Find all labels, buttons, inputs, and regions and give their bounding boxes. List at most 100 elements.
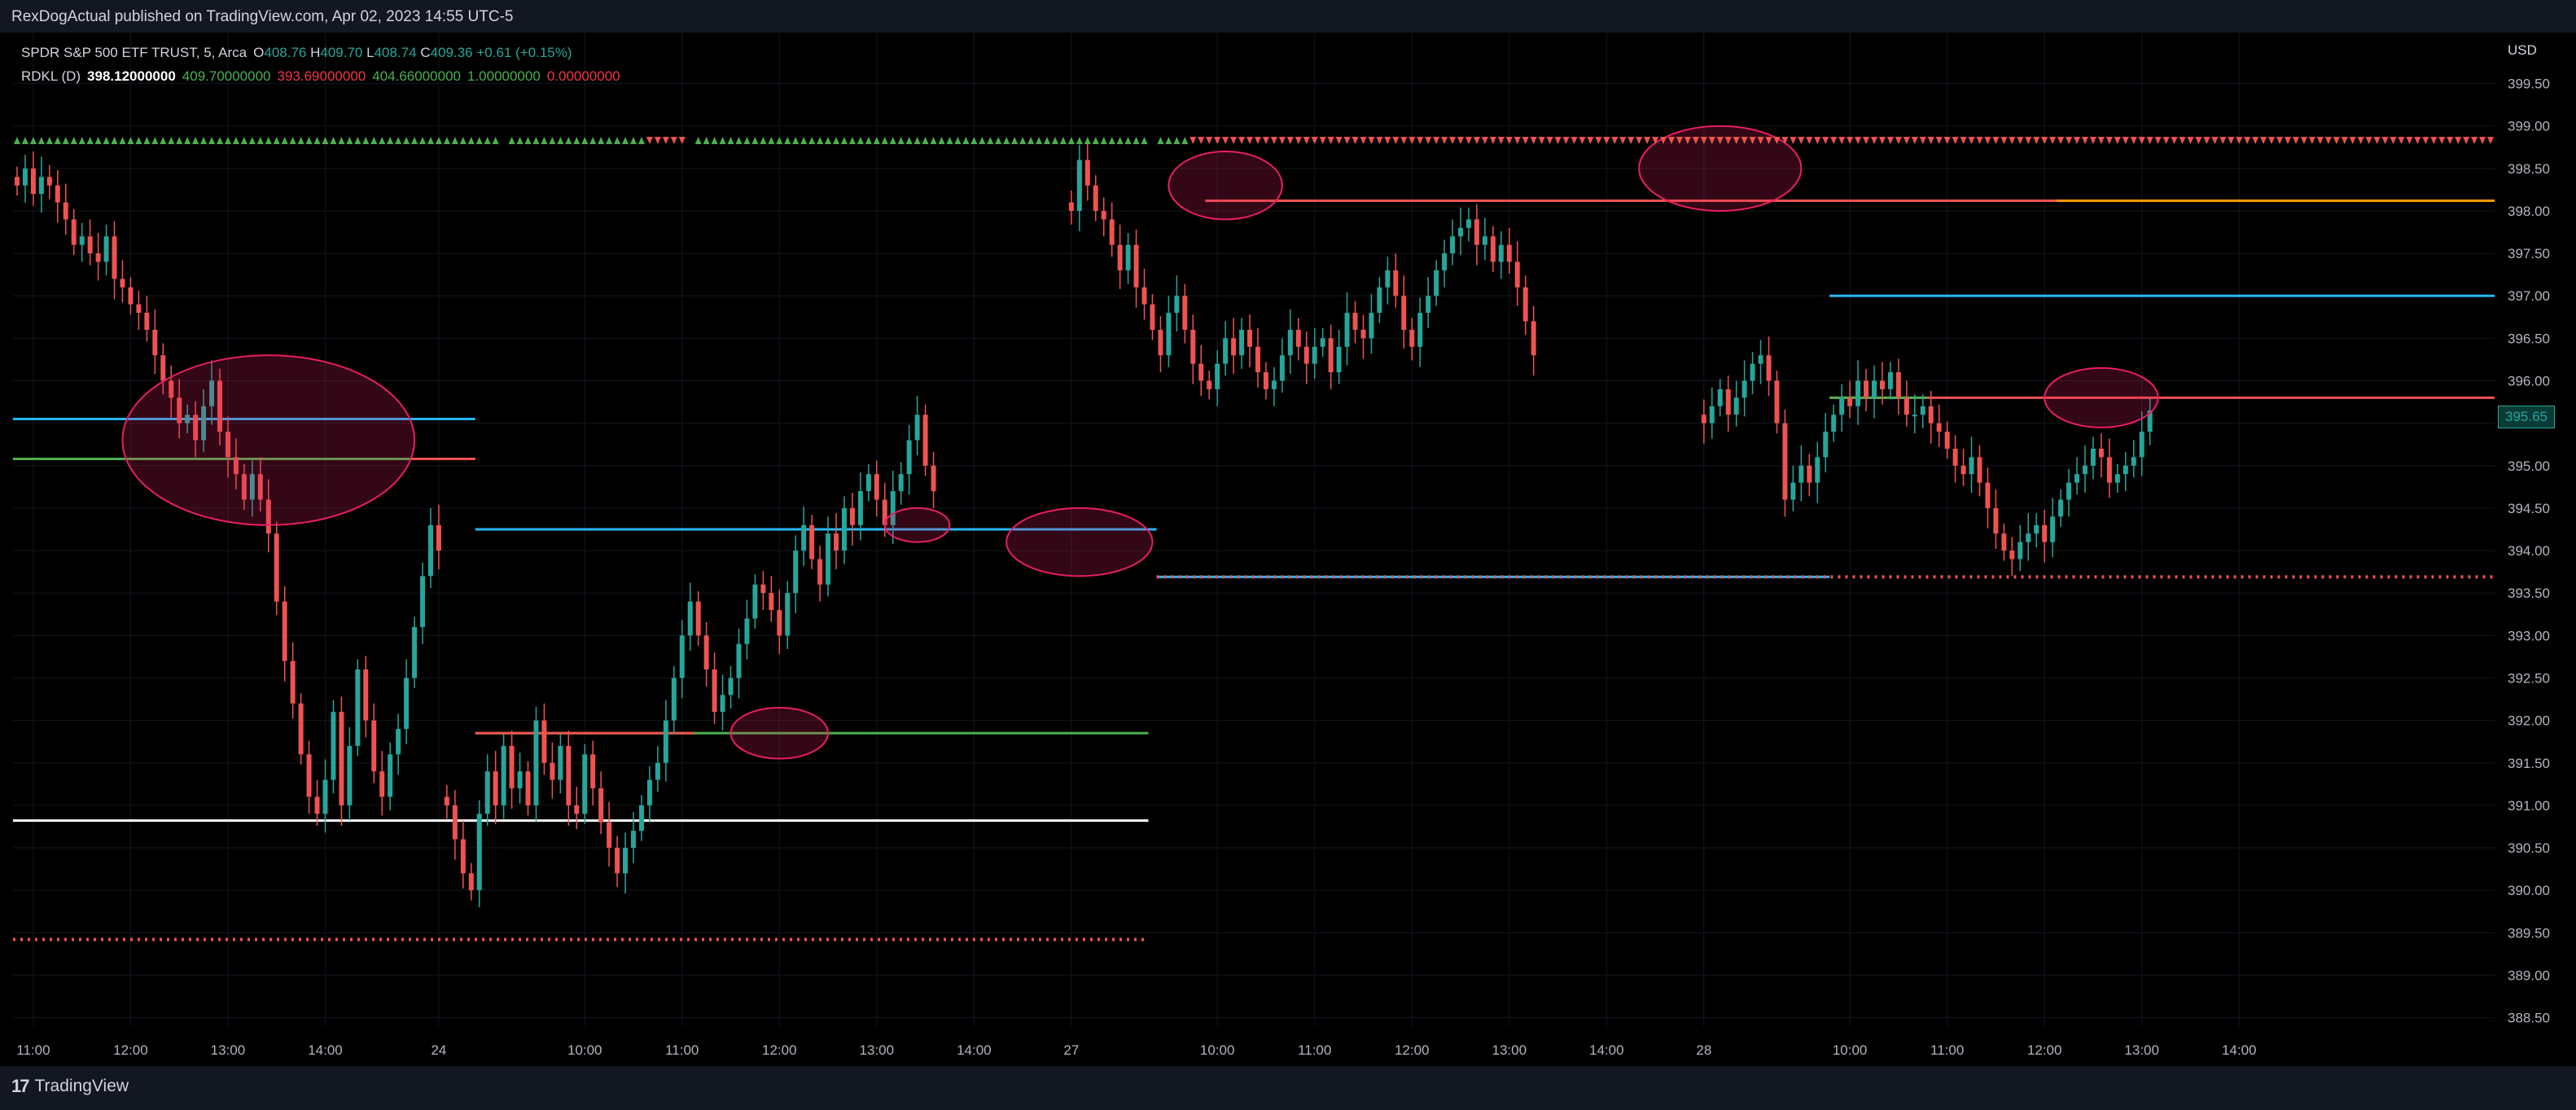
tradingview-logo[interactable]: 17 TradingView	[11, 1076, 129, 1097]
price-tick-label: 399.00	[2508, 119, 2550, 134]
indicator-name[interactable]: RDKL (D)	[21, 68, 81, 84]
down-arrow-marker	[2268, 137, 2276, 144]
up-arrow-marker	[1108, 137, 1115, 144]
candle-body	[1442, 253, 1448, 270]
candle-body	[801, 524, 807, 551]
down-arrow-marker	[1303, 137, 1310, 144]
down-arrow-marker	[1408, 137, 1416, 144]
up-arrow-marker	[516, 137, 524, 144]
down-arrow-marker	[1376, 137, 1383, 144]
up-arrow-marker	[1027, 137, 1035, 144]
candle-body	[1831, 415, 1837, 432]
down-arrow-marker	[1433, 137, 1440, 144]
down-arrow-marker	[1417, 137, 1424, 144]
candle-body	[128, 287, 134, 305]
candle-body	[1303, 346, 1309, 364]
up-arrow-marker	[168, 137, 175, 144]
candle-body	[1174, 296, 1180, 314]
candle-body	[679, 635, 685, 678]
time-tick-label: 14:00	[308, 1042, 343, 1058]
legend: SPDR S&P 500 ETF TRUST, 5, Arca O408.76 …	[21, 41, 620, 88]
price-tick-label: 394.50	[2508, 501, 2550, 516]
candle-body	[355, 669, 361, 746]
down-arrow-marker	[2105, 137, 2113, 144]
down-arrow-marker	[2228, 137, 2235, 144]
candle-body	[2066, 482, 2072, 500]
up-arrow-marker	[94, 137, 102, 144]
candle-body	[1401, 296, 1407, 330]
candle-body	[1287, 329, 1293, 356]
down-arrow-marker	[1352, 137, 1359, 144]
up-arrow-marker	[1092, 137, 1099, 144]
candle-body	[2106, 457, 2112, 483]
down-arrow-marker	[1189, 137, 1197, 144]
candle-body	[655, 762, 660, 780]
candle-body	[2147, 410, 2153, 432]
candle-body	[2114, 474, 2120, 483]
down-arrow-marker	[2285, 137, 2291, 144]
time-tick-label: 28	[1696, 1042, 1711, 1058]
up-arrow-marker	[987, 137, 994, 144]
up-arrow-marker	[784, 137, 791, 144]
up-arrow-marker	[313, 137, 321, 144]
down-arrow-marker	[2114, 137, 2121, 144]
up-arrow-marker	[427, 137, 434, 144]
down-arrow-marker	[2025, 137, 2032, 144]
candle-body	[1352, 313, 1358, 330]
high-label: H	[310, 45, 321, 60]
up-arrow-marker	[338, 137, 345, 144]
down-arrow-marker	[1449, 137, 1457, 144]
up-arrow-marker	[1067, 137, 1075, 144]
up-arrow-marker	[395, 137, 402, 144]
up-arrow-marker	[151, 137, 159, 144]
time-tick-label: 14:00	[957, 1042, 992, 1058]
up-arrow-marker	[751, 137, 759, 144]
candle-body	[1490, 236, 1496, 262]
down-arrow-marker	[1716, 137, 1724, 144]
up-arrow-marker	[467, 137, 475, 144]
candle-body	[1190, 329, 1196, 364]
symbol-name[interactable]: SPDR S&P 500 ETF TRUST, 5, Arca	[21, 45, 248, 60]
indicator-v4: 404.66000000	[372, 68, 461, 84]
down-arrow-marker	[1847, 137, 1854, 144]
price-chart[interactable]: 388.50 389.00 389.50 390.00 390.50 391.00 391.…	[0, 33, 2576, 1066]
candle-body	[1823, 432, 1829, 458]
candle-body	[1969, 457, 1974, 475]
candle-body	[826, 533, 831, 585]
candle-body	[241, 474, 247, 500]
down-arrow-marker	[2447, 137, 2454, 144]
up-arrow-marker	[637, 137, 645, 144]
down-arrow-marker	[1497, 137, 1505, 144]
up-arrow-marker	[727, 137, 734, 144]
down-arrow-marker	[2138, 137, 2145, 144]
candle-body	[1141, 287, 1147, 305]
candle-body	[1774, 380, 1780, 423]
down-arrow-marker	[1360, 137, 1367, 144]
up-arrow-marker	[549, 137, 556, 144]
up-arrow-marker	[905, 137, 913, 144]
down-arrow-marker	[2398, 137, 2405, 144]
down-arrow-marker	[2074, 137, 2081, 144]
candle-body	[1150, 304, 1155, 330]
candle-body	[1215, 363, 1220, 389]
up-arrow-marker	[435, 137, 442, 144]
currency-label[interactable]: USD	[2508, 42, 2537, 58]
candle-body	[1864, 380, 1869, 398]
candle-body	[1295, 329, 1301, 347]
candle-body	[1133, 244, 1139, 287]
up-arrow-marker	[1141, 137, 1148, 144]
down-arrow-marker	[1838, 137, 1846, 144]
candle-body	[1912, 415, 1917, 417]
candle-body	[1369, 313, 1374, 339]
down-arrow-marker	[1749, 137, 1756, 144]
candle-body	[1522, 287, 1528, 322]
down-arrow-marker	[2463, 137, 2470, 144]
down-arrow-marker	[1327, 137, 1334, 144]
down-arrow-marker	[1465, 137, 1472, 144]
down-arrow-marker	[2357, 137, 2364, 144]
candle-body	[30, 168, 36, 195]
candle-body	[1482, 236, 1487, 245]
down-arrow-marker	[1960, 137, 1967, 144]
up-arrow-marker	[346, 137, 353, 144]
down-arrow-marker	[1992, 137, 2000, 144]
